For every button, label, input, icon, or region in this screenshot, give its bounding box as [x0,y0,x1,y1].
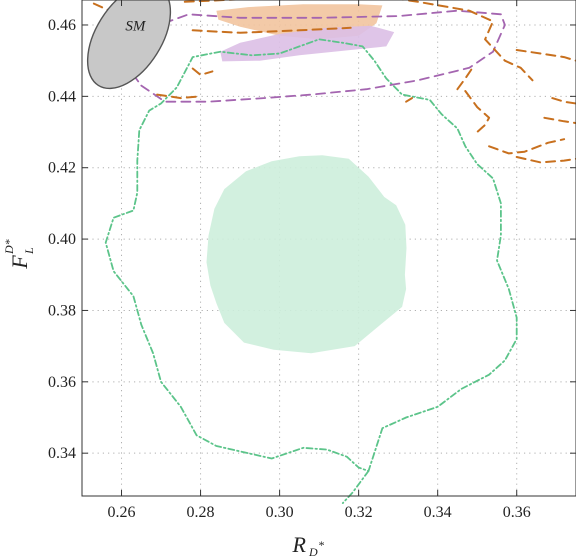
x-tick-label: 0.32 [345,504,373,521]
contour-line-14 [551,97,576,105]
y-tick-label: 0.38 [48,302,76,319]
contour-line-10 [464,90,491,133]
contour-line-15 [543,116,576,125]
contour-line-17 [405,97,413,103]
y-tick-label: 0.36 [48,374,76,391]
x-axis-title-sup: * [318,538,324,552]
sm-annotation: SM [125,18,147,34]
contour-line-18 [156,93,202,100]
x-tick-label: 0.26 [108,504,136,521]
x-tick-label: 0.34 [424,504,452,521]
y-axis-title-sup: D* [2,239,16,255]
contour-line-5 [341,470,370,504]
x-tick-label: 0.30 [266,504,294,521]
grid [82,0,576,496]
x-axis-title: R D * [292,532,324,559]
contour-line-19 [191,67,214,76]
x-tick-label: 0.36 [503,504,531,521]
y-axis-title: F L D* [2,239,36,269]
contour-line-13 [515,49,576,62]
contour-line-6 [128,9,506,103]
y-tick-label: 0.44 [48,88,76,105]
axis-ticks: 0.26 0.28 0.30 0.32 0.34 0.36 0.34 0.36 0.38 0.40… [48,0,576,521]
contour-line-9 [191,26,352,34]
contour-line-16 [456,68,473,91]
y-axis-title-sub: L [22,247,36,255]
plot-frame [81,0,576,497]
y-axis-title-main: F [7,255,32,270]
sm-ellipse-group [86,0,172,90]
y-tick-label: 0.46 [48,17,76,34]
contour-line-8 [183,0,534,82]
contour-line-12 [515,156,576,164]
y-tick-label: 0.34 [48,445,76,462]
y-tick-label: 0.42 [48,160,76,177]
filled-region-1 [206,155,407,354]
y-tick-label: 0.40 [48,231,76,248]
contour-line-4 [104,38,518,472]
x-axis-title-sub: D [308,545,318,559]
contour-line-11 [488,138,566,155]
x-tick-label: 0.28 [187,504,215,521]
sm-ellipse [86,0,172,90]
x-axis-title-main: R [292,532,307,557]
